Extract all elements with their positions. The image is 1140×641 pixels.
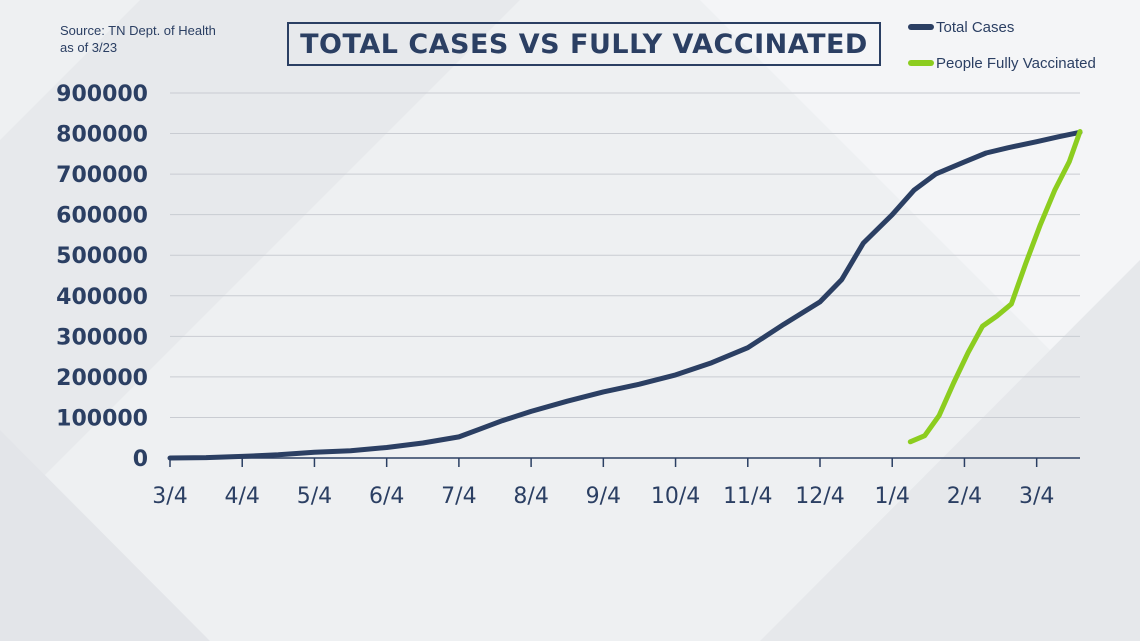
x-tick-label: 8/4	[513, 484, 548, 509]
x-axis: 3/4 4/4 5/4 6/4 7/4 8/4 9/4 10/4 11/4 12/4 1/4 2/4 3…	[152, 457, 1080, 509]
bg-shape-top-right	[700, 0, 1140, 440]
source-line-1: Source: TN Dept. of Health	[60, 23, 216, 38]
legend-item-fully-vaccinated: People Fully Vaccinated	[908, 50, 1096, 76]
legend-item-total-cases: Total Cases	[908, 14, 1096, 40]
chart-title-box: TOTAL CASES VS FULLY VACCINATED	[287, 22, 881, 66]
y-tick-label: 800000	[56, 123, 148, 148]
x-tick-label: 2/4	[947, 484, 982, 509]
x-tick-label: 11/4	[723, 484, 772, 509]
source-note: Source: TN Dept. of Health as of 3/23	[60, 22, 216, 56]
gridlines	[170, 92, 1080, 418]
series-lines	[167, 129, 1083, 461]
y-tick-label: 300000	[56, 325, 148, 350]
x-tick-label: 4/4	[225, 484, 260, 509]
bg-shape-bottom-left	[0, 430, 210, 641]
x-tick-label: 5/4	[297, 484, 332, 509]
bg-shape-bottom-right	[760, 260, 1140, 641]
x-tick-label: 10/4	[651, 484, 700, 509]
series-line-total-cases	[167, 129, 1083, 461]
x-tick-label: 9/4	[586, 484, 621, 509]
y-tick-label: 700000	[56, 163, 148, 188]
x-tick-label: 3/4	[152, 484, 187, 509]
x-tick-label: 1/4	[875, 484, 910, 509]
chart-title: TOTAL CASES VS FULLY VACCINATED	[300, 28, 868, 60]
y-tick-label: 200000	[56, 366, 148, 391]
y-tick-label: 900000	[56, 82, 148, 107]
source-line-2: as of 3/23	[60, 40, 118, 55]
x-tick-label: 7/4	[441, 484, 476, 509]
y-tick-label: 500000	[56, 244, 148, 269]
y-tick-label: 100000	[56, 406, 148, 431]
y-tick-label: 600000	[56, 204, 148, 229]
bg-shape-left	[0, 0, 520, 520]
legend-label-fully-vaccinated: People Fully Vaccinated	[936, 54, 1096, 72]
x-tick-label: 6/4	[369, 484, 404, 509]
legend-label-total-cases: Total Cases	[936, 18, 1015, 36]
x-tick-label: 12/4	[795, 484, 844, 509]
y-tick-label: 400000	[56, 285, 148, 310]
legend: Total Cases People Fully Vaccinated	[908, 14, 1096, 86]
y-axis-ticks: 0 100000 200000 300000 400000 500000 600000 700…	[56, 82, 148, 472]
legend-swatch-total-cases	[908, 24, 934, 30]
x-tick-label: 3/4	[1019, 484, 1054, 509]
series-line-fully-vaccinated	[907, 129, 1083, 445]
y-tick-label: 0	[133, 447, 148, 472]
legend-swatch-fully-vaccinated	[908, 60, 934, 66]
